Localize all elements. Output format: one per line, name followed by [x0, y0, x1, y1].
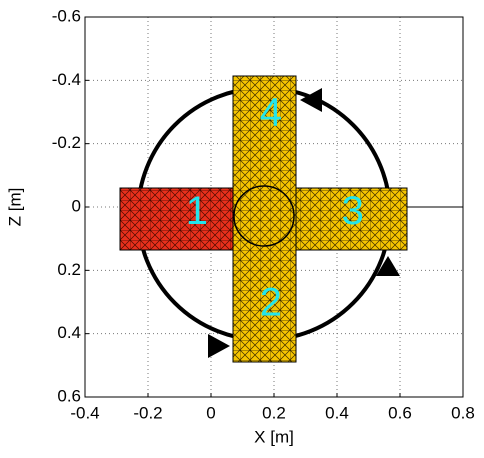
annotation: 4 [260, 91, 282, 135]
y-tick-label: 0.6 [57, 386, 81, 405]
y-tick-label: 0 [72, 196, 81, 215]
y-tick-label: -0.4 [52, 70, 81, 89]
x-tick-label: 0.2 [262, 403, 286, 422]
chart: X [m] Z [m] -0.4 -0.2 0 0.2 0.4 0.6 0.8 -0.6 -0.… [0, 0, 484, 453]
x-tick-label: 0 [206, 403, 215, 422]
x-tick-label: 0.4 [325, 403, 349, 422]
y-tick-label: 0.4 [57, 323, 81, 342]
annotation: 1 [186, 189, 208, 233]
x-tick-label: -0.4 [70, 403, 99, 422]
annotation: 3 [342, 189, 364, 233]
x-tick-label: -0.2 [133, 403, 162, 422]
annotation: 2 [260, 281, 282, 325]
module-1 [120, 188, 236, 250]
page: X [m] Z [m] -0.4 -0.2 0 0.2 0.4 0.6 0.8 -0.6 -0.… [0, 0, 484, 458]
x-axis-label: X [m] [254, 427, 294, 446]
y-tick-label: -0.2 [52, 133, 81, 152]
x-tick-label: 0.8 [451, 403, 475, 422]
y-tick-label: -0.6 [52, 6, 81, 25]
x-tick-label: 0.6 [388, 403, 412, 422]
y-tick-label: 0.2 [57, 260, 81, 279]
y-axis-label: Z [m] [5, 188, 24, 227]
